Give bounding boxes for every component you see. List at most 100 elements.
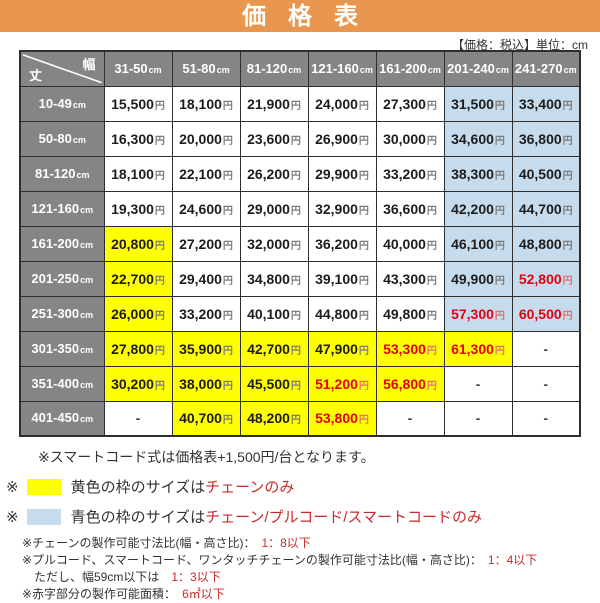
price-table: 幅丈 31-50cm 51-80cm 81-120cm 121-160cm 161-200… — [19, 50, 581, 437]
yellow-swatch — [26, 478, 61, 495]
small-note-highlight: 6㎡以下 — [182, 587, 225, 601]
price-cell: 52,800円 — [511, 260, 581, 297]
table-row: 401-450cm -40,700円 48,200円 53,800円 - - - — [19, 400, 581, 437]
price-cell: 35,900円 — [171, 330, 241, 367]
price-cell: 44,800円 — [307, 295, 377, 332]
table-row: 121-160cm 19,300円 24,600円 29,000円 32,900円 36,… — [19, 190, 581, 227]
price-cell: 19,300円 — [103, 190, 173, 227]
small-note-highlight: 1：4以下 — [487, 553, 538, 567]
price-cell: 53,800円 — [307, 400, 377, 437]
table-row: 301-350cm 27,800円 35,900円 42,700円 47,900円 53,… — [19, 330, 581, 367]
price-cell: 40,500円 — [511, 155, 581, 192]
price-cell: 29,000円 — [239, 190, 309, 227]
price-cell: 48,800円 — [511, 225, 581, 262]
price-cell: 27,200円 — [171, 225, 241, 262]
row-header: 251-300cm — [19, 295, 105, 332]
table-row: 50-80cm 16,300円 20,000円 23,600円 26,900円 30,00… — [19, 120, 581, 157]
price-cell: 33,200円 — [171, 295, 241, 332]
price-cell: 40,100円 — [239, 295, 309, 332]
price-cell: 32,900円 — [307, 190, 377, 227]
price-cell: 26,200円 — [239, 155, 309, 192]
price-cell: 15,500円 — [103, 85, 173, 122]
price-cell: 23,600円 — [239, 120, 309, 157]
small-note-line: ※チェーンの製作可能寸法比(幅・高さ比)： 1：8以下 — [22, 535, 600, 552]
page-title: 価格表 — [0, 0, 600, 32]
table-row: 81-120cm 18,100円 22,100円 26,200円 29,900円 33,2… — [19, 155, 581, 192]
price-cell: 51,200円 — [307, 365, 377, 402]
price-cell: 33,400円 — [511, 85, 581, 122]
price-cell: - — [103, 400, 173, 437]
price-cell: - — [443, 400, 513, 437]
small-note-line: ※赤字部分の製作可能面積： 6㎡以下 — [22, 586, 600, 603]
price-cell: 22,700円 — [103, 260, 173, 297]
price-cell: 49,800円 — [375, 295, 445, 332]
price-cell: 16,300円 — [103, 120, 173, 157]
price-cell: 24,600円 — [171, 190, 241, 227]
price-cell: 40,700円 — [171, 400, 241, 437]
price-cell: 18,100円 — [103, 155, 173, 192]
price-cell: 18,100円 — [171, 85, 241, 122]
legend-yellow-highlight: チェーンのみ — [205, 479, 295, 496]
price-cell: 61,300円 — [443, 330, 513, 367]
price-cell: - — [443, 365, 513, 402]
col-header: 31-50cm — [103, 50, 173, 87]
price-cell: - — [511, 400, 581, 437]
row-header: 201-250cm — [19, 260, 105, 297]
price-cell: 32,000円 — [239, 225, 309, 262]
price-cell: 22,100円 — [171, 155, 241, 192]
price-cell: 34,600円 — [443, 120, 513, 157]
small-note-highlight: 1：3以下 — [171, 570, 221, 584]
price-cell: 40,000円 — [375, 225, 445, 262]
small-note-text: ※プルコード、スマートコード、ワンタッチチェーンの製作可能寸法比(幅・高さ比)： — [22, 553, 488, 567]
price-cell: 36,600円 — [375, 190, 445, 227]
legend-blue-text: 青色の枠のサイズは — [70, 509, 206, 526]
price-cell: 47,900円 — [307, 330, 377, 367]
legend-yellow: ※ 黄色の枠のサイズは チェーンのみ — [6, 476, 600, 497]
table-row: 201-250cm 22,700円 29,400円 34,800円 39,100円 43,… — [19, 260, 581, 297]
small-note-text: ※赤字部分の製作可能面積： — [22, 587, 183, 601]
col-header: 161-200cm — [375, 50, 445, 87]
price-cell: 38,000円 — [171, 365, 241, 402]
legend-yellow-text: 黄色の枠のサイズは — [70, 479, 206, 496]
col-header: 81-120cm — [239, 50, 309, 87]
row-header: 50-80cm — [19, 120, 105, 157]
tax-unit-note: 【価格：税込】単位：cm — [452, 38, 588, 52]
row-header: 121-160cm — [19, 190, 105, 227]
price-cell: 20,000円 — [171, 120, 241, 157]
price-cell: 46,100円 — [443, 225, 513, 262]
note-smart-cord: ※スマートコード式は価格表+1,500円/台となります。 — [38, 449, 375, 465]
price-cell: 36,200円 — [307, 225, 377, 262]
small-notes: ※チェーンの製作可能寸法比(幅・高さ比)： 1：8以下 ※プルコード、スマートコー… — [22, 535, 600, 603]
legend-blue: ※ 青色の枠のサイズは チェーン/プルコード/スマートコードのみ — [6, 506, 600, 527]
price-cell: 45,500円 — [239, 365, 309, 402]
price-cell: 36,800円 — [511, 120, 581, 157]
corner-cell: 幅丈 — [19, 50, 105, 87]
price-cell: 43,300円 — [375, 260, 445, 297]
row-header: 10-49cm — [19, 85, 105, 122]
price-cell: 49,900円 — [443, 260, 513, 297]
price-cell: 56,800円 — [375, 365, 445, 402]
row-header: 401-450cm — [19, 400, 105, 437]
table-row: 10-49cm 15,500円 18,100円 21,900円 24,000円 27,30… — [19, 85, 581, 122]
price-cell: 57,300円 — [443, 295, 513, 332]
price-cell: 34,800円 — [239, 260, 309, 297]
diagonal-line — [22, 54, 102, 84]
price-cell: - — [511, 365, 581, 402]
row-header: 351-400cm — [19, 365, 105, 402]
price-cell: 27,800円 — [103, 330, 173, 367]
col-header: 241-270cm — [511, 50, 581, 87]
note-marker: ※ — [6, 478, 19, 496]
row-header: 301-350cm — [19, 330, 105, 367]
width-axis-label: 幅 — [82, 57, 96, 72]
price-cell: - — [375, 400, 445, 437]
price-cell: 39,100円 — [307, 260, 377, 297]
small-note-line: ただし、幅59cm以下は 1：3以下 — [22, 569, 600, 586]
height-axis-label: 丈 — [29, 67, 43, 83]
price-cell: 60,500円 — [511, 295, 581, 332]
price-cell: 53,300円 — [375, 330, 445, 367]
small-note-highlight: 1：8以下 — [261, 536, 311, 550]
price-cell: 30,200円 — [103, 365, 173, 402]
col-header: 51-80cm — [171, 50, 241, 87]
price-cell: 38,300円 — [443, 155, 513, 192]
price-cell: 24,000円 — [307, 85, 377, 122]
